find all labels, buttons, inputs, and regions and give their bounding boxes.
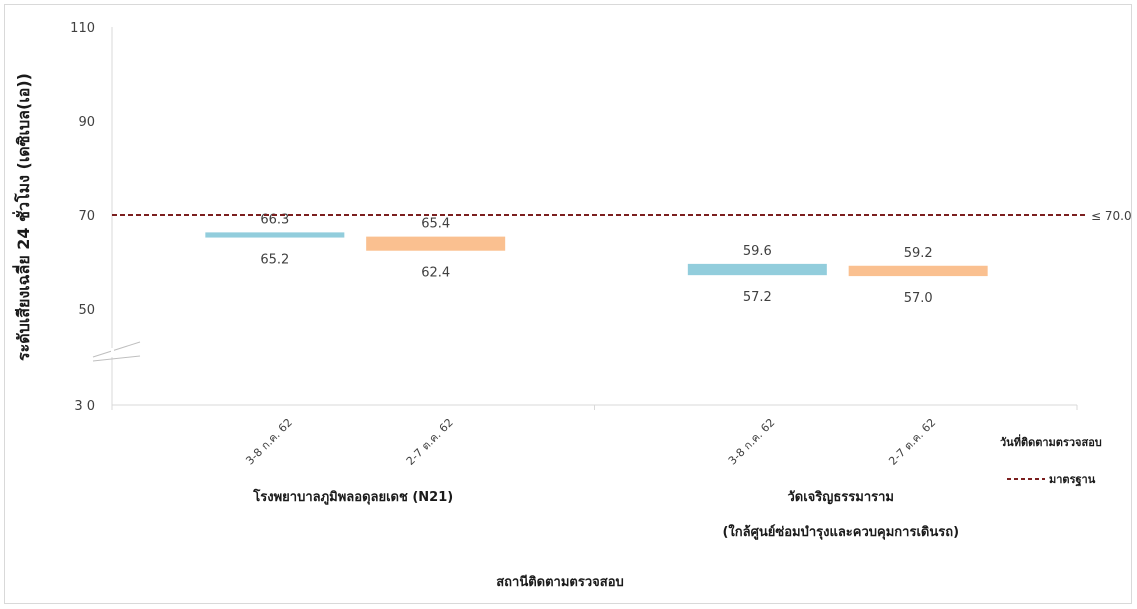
data-label-max: 66.3 — [260, 212, 289, 227]
y-axis-title: ระดับเสียงเฉลี่ย 24 ชั่วโมง (เดซิเบล(เอ)… — [12, 73, 33, 361]
range-bar — [848, 265, 988, 277]
x-axis-title: สถานีติดตามตรวจสอบ — [496, 574, 624, 590]
x-category-label: 3-8 ก.ค. 62 — [243, 416, 295, 468]
legend-title: วันที่ติดตามตรวจสอบ — [1000, 434, 1102, 449]
data-label-max: 59.6 — [743, 244, 772, 259]
chart-frame: ระดับเสียงเฉลี่ย 24 ชั่วโมง (เดซิเบล(เอ)… — [4, 4, 1132, 604]
legend-standard-label: มาตรฐาน — [1049, 473, 1096, 487]
y-tick-label: 110 — [70, 21, 95, 36]
y-tick-label: 50 — [78, 303, 95, 318]
station-label: วัดเจริญธรรมาราม — [788, 490, 894, 505]
range-bar-chart: ระดับเสียงเฉลี่ย 24 ชั่วโมง (เดซิเบล(เอ)… — [12, 21, 1132, 590]
data-label-max: 65.4 — [421, 217, 450, 232]
x-category-label: 2-7 ต.ค. 62 — [886, 416, 938, 468]
x-category-label: 2-7 ต.ค. 62 — [404, 416, 456, 468]
data-label-max: 59.2 — [904, 246, 933, 261]
range-bar — [366, 236, 506, 251]
range-bar — [205, 232, 345, 238]
data-label-min: 65.2 — [260, 253, 289, 268]
axis-break-gap — [111, 348, 114, 357]
y-tick-label: 70 — [78, 209, 95, 224]
axis-break-marker — [92, 341, 141, 362]
range-bar — [687, 263, 827, 276]
data-label-min: 57.2 — [743, 290, 772, 305]
standard-label: ≤ 70.0 — [1091, 209, 1132, 223]
station-label: โรงพยาบาลภูมิพลอดุลยเดช (N21) — [252, 488, 453, 505]
x-category-label: 3-8 ก.ค. 62 — [726, 416, 778, 468]
y-tick-label: 3 0 — [74, 399, 95, 414]
station-label-line2: (ใกล้ศูนย์ซ่อมบำรุงและควบคุมการเดินรถ) — [722, 523, 959, 540]
data-label-min: 62.4 — [421, 266, 450, 281]
y-tick-label: 90 — [78, 115, 95, 130]
data-label-min: 57.0 — [904, 291, 933, 306]
